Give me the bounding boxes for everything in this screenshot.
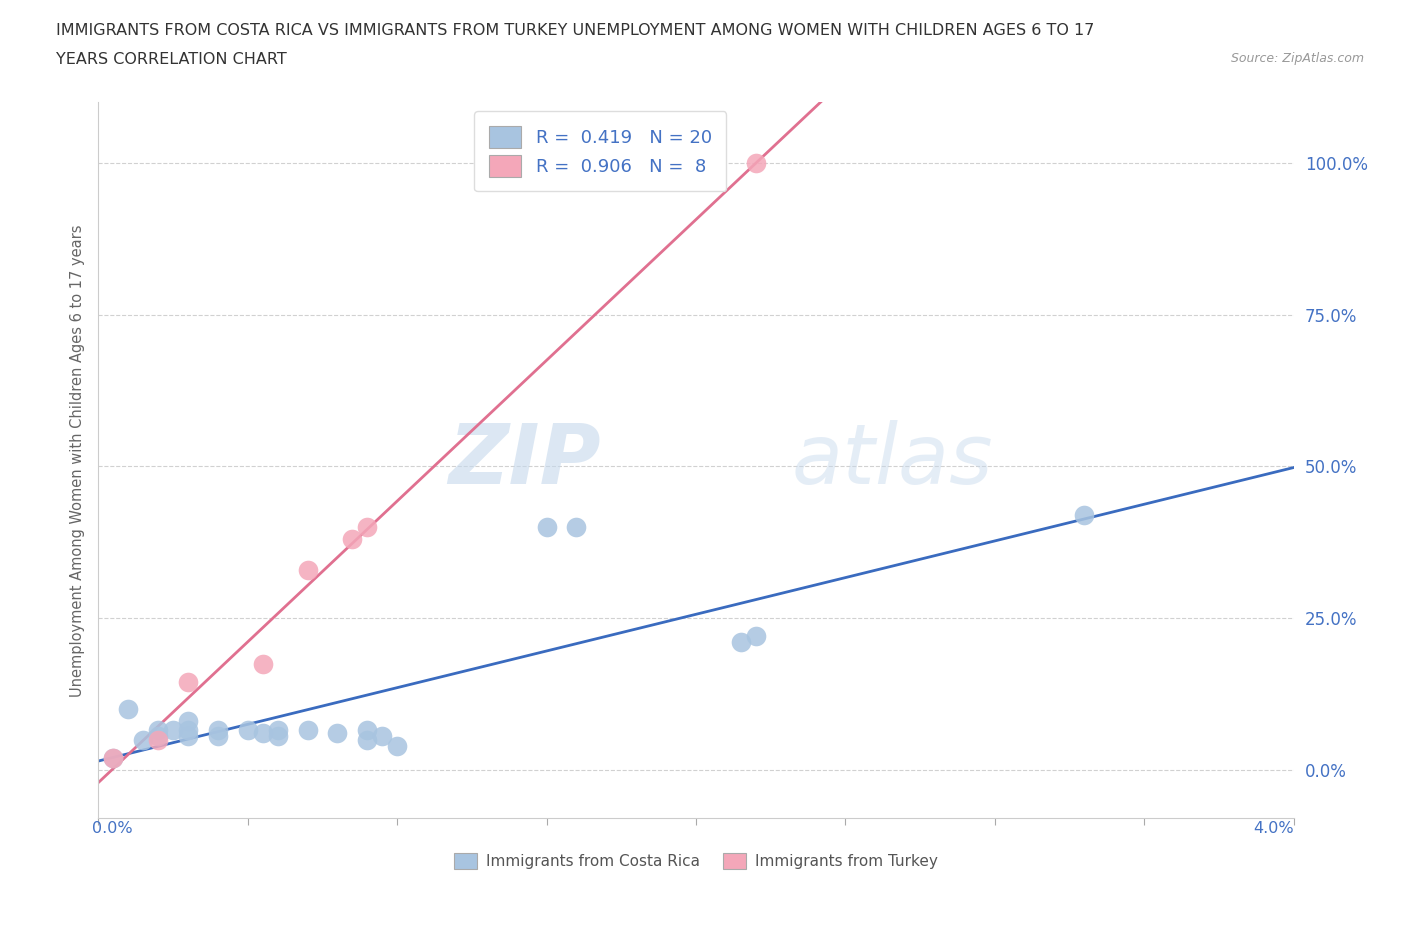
Point [356,723,378,737]
Point [267,729,290,744]
Point [207,729,229,744]
Point [162,723,184,737]
Text: 4.0%: 4.0% [1253,821,1294,836]
Y-axis label: Unemployment Among Women with Children Ages 6 to 17 years: Unemployment Among Women with Children A… [69,224,84,697]
Point [342,532,364,547]
Point [207,723,229,737]
Point [177,714,200,729]
Point [565,520,588,535]
Text: IMMIGRANTS FROM COSTA RICA VS IMMIGRANTS FROM TURKEY UNEMPLOYMENT AMONG WOMEN WI: IMMIGRANTS FROM COSTA RICA VS IMMIGRANTS… [56,23,1095,38]
Point [385,738,409,753]
Point [148,732,170,747]
Point [177,723,200,737]
Point [1073,508,1095,523]
Point [177,729,200,744]
Legend: Immigrants from Costa Rica, Immigrants from Turkey: Immigrants from Costa Rica, Immigrants f… [449,847,943,875]
Point [297,723,319,737]
Point [252,657,274,671]
Point [356,520,378,535]
Point [297,562,319,577]
Point [132,732,155,747]
Point [536,520,558,535]
Point [730,635,752,650]
Text: atlas: atlas [792,419,993,501]
Point [103,751,125,765]
Point [177,674,200,689]
Point [745,629,768,644]
Text: YEARS CORRELATION CHART: YEARS CORRELATION CHART [56,52,287,67]
Point [326,726,349,741]
Point [371,729,394,744]
Point [356,732,378,747]
Point [103,751,125,765]
Point [252,726,274,741]
Text: 0.0%: 0.0% [93,821,134,836]
Point [148,729,170,744]
Point [148,723,170,737]
Text: ZIP: ZIP [447,419,600,501]
Point [267,723,290,737]
Text: Source: ZipAtlas.com: Source: ZipAtlas.com [1230,52,1364,65]
Point [117,702,139,717]
Point [745,155,768,170]
Point [236,723,259,737]
